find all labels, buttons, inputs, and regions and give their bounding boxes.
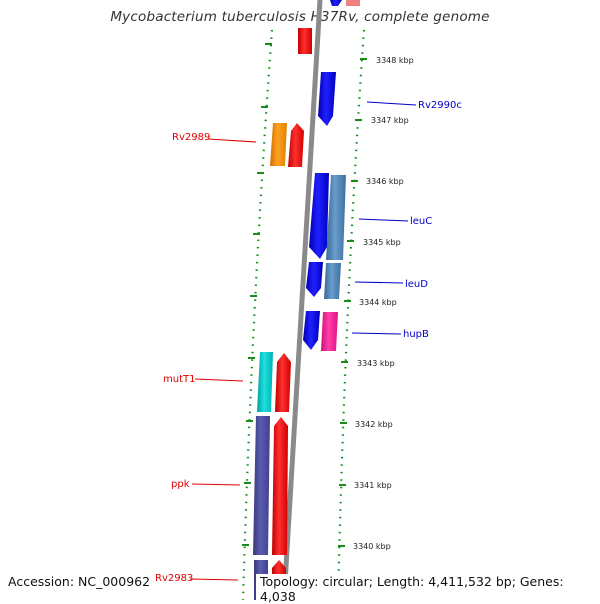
leader-line: [191, 483, 241, 486]
leader-line: [354, 281, 404, 284]
tick-label: 3346 kbp: [366, 177, 404, 186]
gene-label-leuC: leuC: [410, 216, 432, 227]
gene-label-Rv2983: Rv2983: [155, 573, 193, 584]
gene-Rv2989: [270, 123, 287, 166]
outer-ring-right: [336, 29, 366, 600]
ring-dashes-right: [338, 58, 367, 547]
tick-label: 3342 kbp: [355, 420, 393, 429]
gene-label-leuD: leuD: [405, 279, 428, 290]
tick-label: 3348 kbp: [376, 56, 414, 65]
gene-mutT1-red: [275, 353, 291, 412]
gene-ppk: [253, 416, 270, 555]
tick-label: 3345 kbp: [363, 238, 401, 247]
map-title: Mycobacterium tuberculosis H37Rv, comple…: [110, 9, 490, 25]
tick-label: 3341 kbp: [354, 481, 392, 490]
tick-label: 3344 kbp: [359, 298, 397, 307]
gene-leuC: [309, 173, 329, 259]
gene-mutT1: [257, 352, 273, 412]
gene-ppk-red: [272, 417, 288, 555]
tick-label: 3340 kbp: [353, 542, 391, 551]
leader-line: [189, 578, 239, 581]
ring-dashes-left: [242, 43, 272, 546]
gene-hupB-pink: [321, 312, 338, 351]
leader-line: [351, 332, 402, 335]
gene-label-Rv2990c: Rv2990c: [418, 100, 462, 111]
gene-Rv2990c: [318, 72, 336, 126]
leader-line: [358, 218, 409, 222]
leader-line: [366, 101, 417, 106]
gene-label-ppk: ppk: [171, 479, 190, 490]
tick-label: 3343 kbp: [357, 359, 395, 368]
gene-Rv2989-red: [288, 123, 304, 167]
gene-label-mutT1: mutT1: [163, 374, 195, 385]
gene-leuD-steel: [324, 263, 341, 299]
gene-leuD: [306, 262, 323, 297]
gene-top-partial: [298, 0, 360, 54]
gene-hupB: [303, 311, 320, 350]
gene-label-Rv2989: Rv2989: [172, 132, 210, 143]
gene-leuC-steel: [326, 175, 346, 260]
accession-text: Accession: NC_000962: [8, 574, 151, 589]
tick-label: 3347 kbp: [371, 116, 409, 125]
outer-ring-left: [241, 29, 274, 600]
topology-text: Topology: circular; Length: 4,411,532 bp…: [256, 574, 600, 604]
leader-line: [194, 378, 244, 382]
genome-backbone: [281, 0, 323, 600]
gene-label-hupB: hupB: [403, 329, 429, 340]
leader-line: [207, 138, 257, 143]
